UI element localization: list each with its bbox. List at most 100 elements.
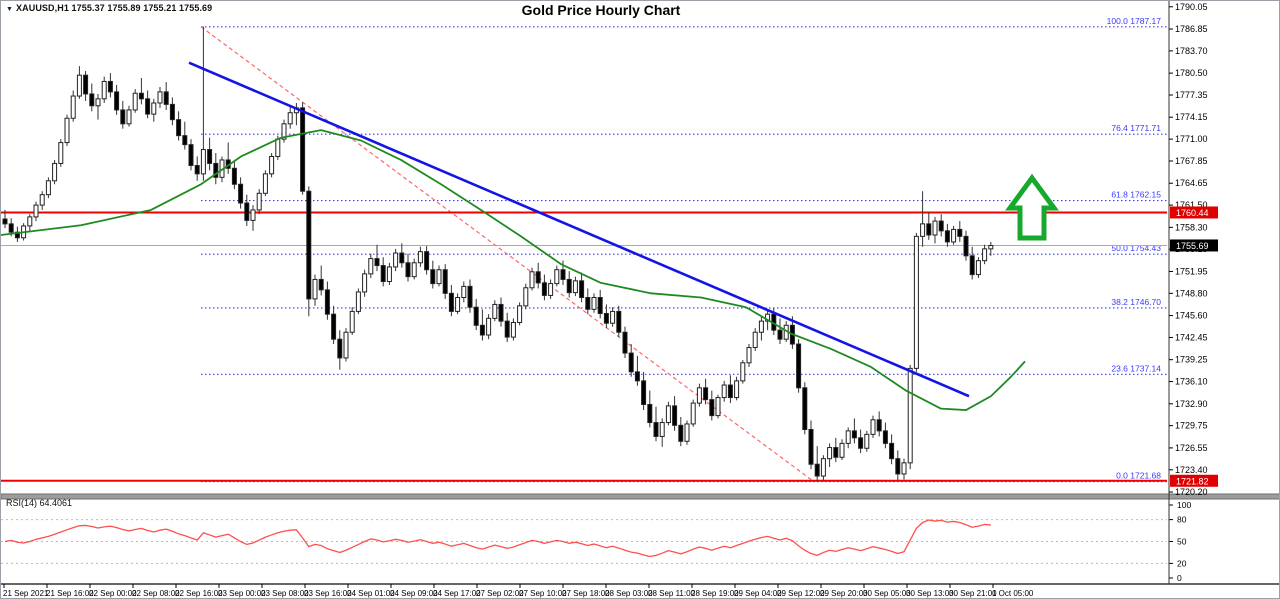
candle-bear	[641, 380, 647, 405]
candle-bear	[566, 278, 572, 294]
candle-bear	[176, 119, 182, 137]
price-axis-label: 1726.55	[1175, 443, 1208, 453]
candle-bear	[89, 93, 95, 107]
candle-bear	[120, 109, 126, 125]
candle-bear	[926, 223, 932, 236]
candle-bull	[554, 269, 560, 285]
candle-bull	[269, 155, 275, 175]
price-axis-label: 1742.45	[1175, 332, 1208, 342]
candle-bear	[541, 282, 547, 296]
candle-bull	[529, 271, 535, 289]
symbol-ohlc-text: XAUUSD,H1 1755.37 1755.89 1755.21 1755.6…	[16, 3, 213, 13]
candle-bear	[337, 338, 343, 359]
candle-bull	[436, 269, 442, 285]
candlestick-series	[2, 26, 994, 482]
time-axis-label: 28 Sep 19:00	[691, 589, 739, 598]
price-axis-label: 1780.50	[1175, 68, 1208, 78]
candle-bull	[684, 423, 690, 442]
candle-bull	[312, 278, 318, 300]
candle-bull	[932, 220, 938, 236]
price-axis-label: 1748.80	[1175, 288, 1208, 298]
pane-divider	[1, 493, 1279, 500]
fib-diagonal-dashed-line	[200, 26, 815, 483]
candle-bear	[213, 162, 219, 178]
candle-bull	[715, 397, 721, 417]
candle-bull	[523, 287, 529, 307]
price-axis[interactable]: 1790.05 1786.85 1783.70 1780.50 1777.35 1774.…	[1168, 1, 1218, 584]
candle-bull	[734, 380, 740, 399]
candle-bull	[690, 402, 696, 425]
candle-bear	[938, 220, 944, 232]
candle-bear	[628, 352, 634, 373]
candle-bull	[827, 447, 833, 460]
candle-bull	[907, 367, 913, 464]
candle-bear	[430, 269, 436, 285]
price-axis-label: 1736.10	[1175, 377, 1208, 387]
candle-bear	[622, 331, 628, 354]
candle-bull	[287, 112, 293, 125]
candle-bear	[727, 384, 733, 399]
candle-bear	[597, 297, 603, 314]
price-badge	[1170, 239, 1218, 252]
candle-bull	[157, 91, 163, 104]
candle-bear	[318, 278, 324, 291]
candle-bear	[882, 430, 888, 444]
rsi-indicator-label: RSI(14) 64.4061	[6, 498, 73, 508]
candle-bear	[969, 255, 975, 276]
candle-bear	[194, 165, 200, 175]
candle-bull	[417, 251, 423, 264]
candle-bull	[455, 297, 461, 312]
candle-bear	[498, 303, 504, 322]
candle-bear	[560, 269, 566, 280]
symbol-dropdown-icon[interactable]: ▼	[6, 6, 14, 13]
candle-bull	[76, 74, 82, 97]
time-axis-label: 27 Sep 18:00	[562, 589, 610, 598]
candle-bear	[182, 135, 188, 146]
candle-bear	[895, 458, 901, 475]
price-axis-label: 1729.75	[1175, 421, 1208, 431]
candle-bull	[988, 244, 994, 250]
symbol-ohlc-line[interactable]: ▼ XAUUSD,H1 1755.37 1755.89 1755.21 1755.…	[6, 3, 212, 13]
fib-label: 61.8 1762.15	[1111, 190, 1161, 200]
time-axis-label: 29 Sep 12:00	[777, 589, 825, 598]
price-axis-label: 1732.90	[1175, 399, 1208, 409]
time-axis-label: 28 Sep 11:00	[648, 589, 696, 598]
descending-trendline	[188, 61, 970, 398]
rsi-line	[4, 519, 991, 558]
price-axis-label: 1771.00	[1175, 134, 1208, 144]
time-axis-label: 23 Sep 00:00	[218, 589, 266, 598]
time-axis-label: 28 Sep 03:00	[605, 589, 653, 598]
candle-bull	[250, 209, 256, 221]
candle-bull	[262, 173, 268, 194]
candle-bear	[876, 419, 882, 432]
candle-bear	[331, 313, 337, 340]
time-axis-label: 29 Sep 20:00	[820, 589, 868, 598]
candle-bull	[101, 80, 107, 100]
fib-label: 100.0 1787.17	[1107, 16, 1162, 26]
candle-bull	[820, 458, 826, 477]
fib-label: 0.0 1721.68	[1116, 471, 1161, 481]
candle-bear	[585, 297, 591, 310]
candle-bear	[944, 230, 950, 243]
candle-bear	[796, 343, 802, 389]
candle-bear	[8, 223, 14, 233]
candle-bear	[473, 306, 479, 326]
candle-bull	[721, 384, 727, 399]
candle-bear	[535, 271, 541, 284]
candle-bull	[64, 117, 70, 144]
candle-bear	[653, 422, 659, 437]
candle-bull	[864, 433, 870, 449]
price-axis-label: 1774.15	[1175, 112, 1208, 122]
candle-bull	[368, 258, 374, 275]
candle-bear	[616, 310, 622, 333]
rsi-axis-label: 80	[1177, 515, 1187, 525]
time-axis-label: 22 Sep 16:00	[175, 589, 223, 598]
candle-bull	[920, 223, 926, 237]
price-axis-label: 1783.70	[1175, 46, 1208, 56]
candle-bear	[145, 98, 151, 115]
candle-bull	[349, 310, 355, 333]
candle-bull	[95, 98, 101, 107]
price-badge-value: 1755.69	[1176, 241, 1209, 251]
